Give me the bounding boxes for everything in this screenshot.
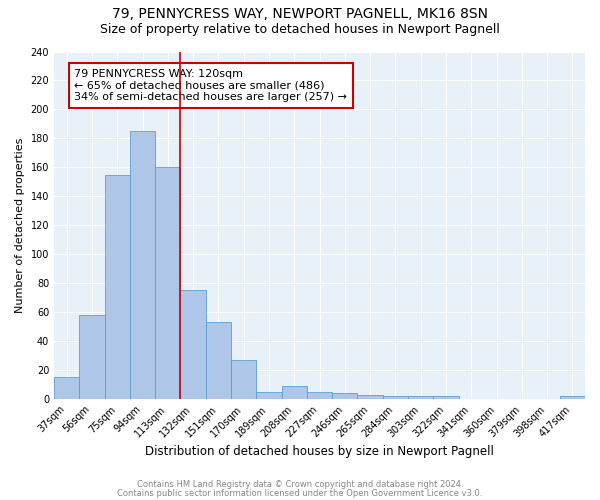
Bar [155, 168, 181, 399]
Bar [206, 322, 231, 399]
Bar [54, 378, 79, 399]
Bar [433, 396, 458, 399]
Bar [560, 396, 585, 399]
Bar [332, 394, 358, 399]
Y-axis label: Number of detached properties: Number of detached properties [15, 138, 25, 313]
Bar [256, 392, 281, 399]
Bar [307, 392, 332, 399]
Text: Contains public sector information licensed under the Open Government Licence v3: Contains public sector information licen… [118, 488, 482, 498]
Text: Size of property relative to detached houses in Newport Pagnell: Size of property relative to detached ho… [100, 22, 500, 36]
Bar [231, 360, 256, 399]
Bar [181, 290, 206, 399]
Bar [383, 396, 408, 399]
Bar [281, 386, 307, 399]
Bar [358, 394, 383, 399]
Bar [104, 174, 130, 399]
Text: 79 PENNYCRESS WAY: 120sqm
← 65% of detached houses are smaller (486)
34% of semi: 79 PENNYCRESS WAY: 120sqm ← 65% of detac… [74, 69, 347, 102]
X-axis label: Distribution of detached houses by size in Newport Pagnell: Distribution of detached houses by size … [145, 444, 494, 458]
Text: Contains HM Land Registry data © Crown copyright and database right 2024.: Contains HM Land Registry data © Crown c… [137, 480, 463, 489]
Bar [79, 315, 104, 399]
Bar [130, 131, 155, 399]
Bar [408, 396, 433, 399]
Text: 79, PENNYCRESS WAY, NEWPORT PAGNELL, MK16 8SN: 79, PENNYCRESS WAY, NEWPORT PAGNELL, MK1… [112, 8, 488, 22]
